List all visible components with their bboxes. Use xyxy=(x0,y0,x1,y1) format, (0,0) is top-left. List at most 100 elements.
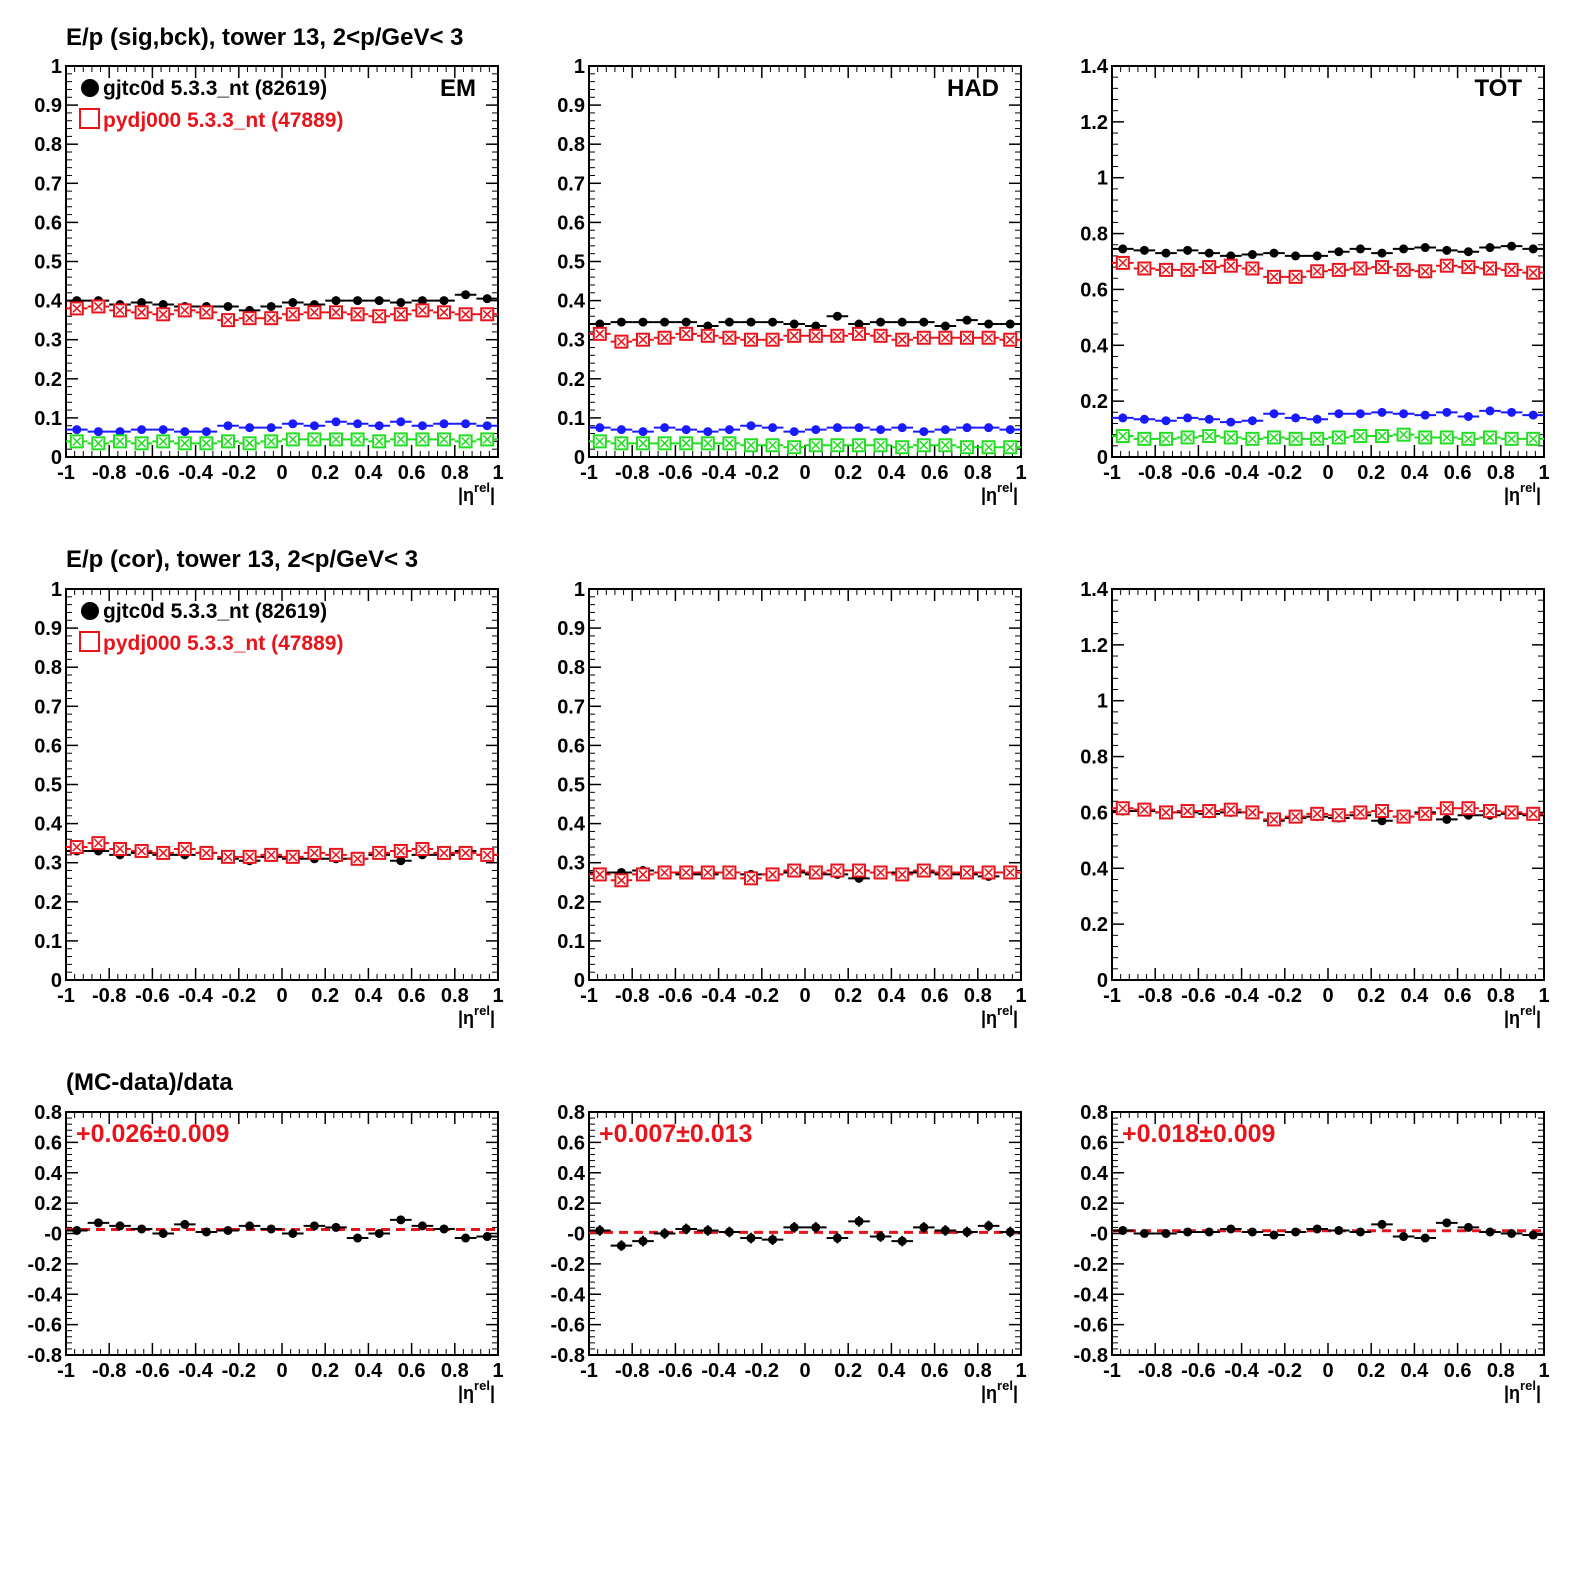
x-tick-label: 0.6 xyxy=(921,985,949,1007)
data-point xyxy=(1161,248,1171,258)
data-point xyxy=(1507,407,1517,417)
data-point xyxy=(854,423,864,433)
series-2 xyxy=(1112,406,1544,427)
data-point-cross xyxy=(158,436,168,446)
data-point xyxy=(811,1222,821,1232)
series-2 xyxy=(589,421,1021,437)
y-tick-label: 0.4 xyxy=(557,814,586,836)
data-point-cross xyxy=(482,309,492,319)
data-point xyxy=(962,1227,972,1237)
data-point xyxy=(201,1227,211,1237)
data-point-cross xyxy=(984,333,994,343)
data-point-cross xyxy=(266,850,276,860)
data-point-cross xyxy=(158,309,168,319)
data-point-cross xyxy=(1463,803,1473,813)
data-point xyxy=(1204,1227,1214,1237)
data-point xyxy=(1355,409,1365,419)
data-point-cross xyxy=(1312,809,1322,819)
data-point xyxy=(1204,414,1214,424)
data-point-cross xyxy=(660,333,670,343)
x-tick-label: 0.2 xyxy=(1357,985,1385,1007)
y-tick-label: 0.9 xyxy=(557,95,585,117)
y-tick-label: 0.3 xyxy=(557,330,585,352)
x-tick-label: -0.4 xyxy=(701,985,736,1007)
x-tick-label: -0.6 xyxy=(1181,985,1215,1007)
x-tick-label: 1 xyxy=(1538,462,1549,484)
data-point-cross xyxy=(1528,809,1538,819)
data-point-cross xyxy=(1139,434,1149,444)
data-point-cross xyxy=(811,440,821,450)
x-tick-label: -0.4 xyxy=(701,462,736,484)
data-point-cross xyxy=(93,301,103,311)
x-tick-label: 0.6 xyxy=(398,462,426,484)
data-point xyxy=(439,419,449,429)
fit-annotation: +0.018±0.009 xyxy=(1122,1120,1275,1148)
data-point xyxy=(1118,1225,1128,1235)
data-point-cross xyxy=(832,440,842,450)
x-tick-label: 0.4 xyxy=(877,985,906,1007)
data-point-cross xyxy=(681,438,691,448)
data-point xyxy=(1118,413,1128,423)
corner-label: TOT xyxy=(1474,75,1522,102)
legend-marker-data xyxy=(81,602,99,620)
x-tick-label: 0 xyxy=(799,462,810,484)
data-point-cross xyxy=(482,850,492,860)
y-tick-label: 0.4 xyxy=(34,291,63,313)
y-tick-label: 0.7 xyxy=(557,696,585,718)
y-tick-label: 0.3 xyxy=(34,330,62,352)
data-point xyxy=(940,1225,950,1235)
data-point-cross xyxy=(93,438,103,448)
x-tick-label: -1 xyxy=(57,462,75,484)
data-point-cross xyxy=(245,852,255,862)
y-tick-label: -0 xyxy=(44,1224,62,1246)
data-point xyxy=(1377,1219,1387,1229)
x-tick-label: -0.2 xyxy=(745,985,779,1007)
data-point-cross xyxy=(1355,263,1365,274)
y-tick-label: 0 xyxy=(574,970,585,992)
data-point xyxy=(417,296,427,306)
data-point-cross xyxy=(984,867,994,878)
data-point xyxy=(897,1236,907,1246)
data-point-cross xyxy=(288,309,298,319)
data-point xyxy=(439,1224,449,1234)
y-tick-label: 0.8 xyxy=(557,1102,585,1124)
data-point-cross xyxy=(201,438,211,448)
data-point-cross xyxy=(854,865,864,876)
data-point-cross xyxy=(288,852,298,862)
data-point xyxy=(660,1229,670,1238)
data-point-cross xyxy=(1528,434,1538,444)
data-point xyxy=(832,423,842,433)
data-point xyxy=(353,296,363,306)
data-point-cross xyxy=(1269,432,1279,442)
y-tick-label: 0.6 xyxy=(1080,1132,1108,1154)
data-point xyxy=(1420,410,1430,420)
data-point-cross xyxy=(595,329,605,339)
data-point xyxy=(374,1229,384,1238)
x-tick-label: 1 xyxy=(1538,985,1549,1007)
data-point xyxy=(1507,1229,1517,1238)
x-tick-label: -0.4 xyxy=(1224,1360,1259,1382)
x-tick-label: 1 xyxy=(1015,462,1026,484)
series-1 xyxy=(589,326,1021,349)
data-point-cross xyxy=(1507,265,1517,275)
y-tick-label: 1.4 xyxy=(1080,56,1109,78)
data-point xyxy=(331,417,341,427)
y-tick-label: -0.8 xyxy=(28,1345,62,1367)
row1-title: E/p (sig,bck), tower 13, 2<p/GeV< 3 xyxy=(66,24,463,51)
data-point-cross xyxy=(201,307,211,317)
y-tick-label: -0.2 xyxy=(551,1254,585,1276)
data-point-cross xyxy=(1183,432,1193,442)
data-point xyxy=(288,1229,298,1238)
data-point-cross xyxy=(461,848,471,858)
y-tick-label: 0.8 xyxy=(557,657,585,679)
data-point xyxy=(396,1215,406,1225)
data-point-cross xyxy=(353,434,363,444)
x-tick-label: 0 xyxy=(276,462,287,484)
data-point xyxy=(266,423,276,433)
data-point xyxy=(660,317,670,327)
x-tick-label: 0 xyxy=(1322,1360,1333,1382)
y-tick-label: 0.8 xyxy=(34,1102,62,1124)
x-tick-label: 0.8 xyxy=(1487,1360,1515,1382)
data-point-cross xyxy=(984,442,994,452)
